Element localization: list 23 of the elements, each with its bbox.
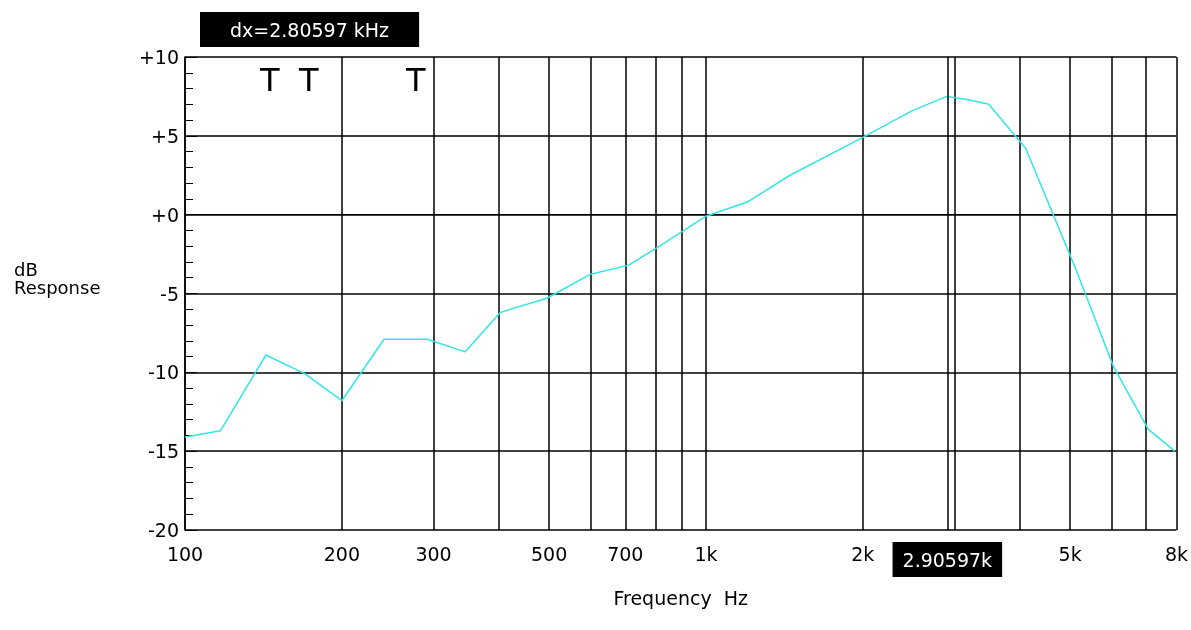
y-tick-label: -15 <box>147 440 179 463</box>
x-tick-label: 500 <box>531 542 568 565</box>
text: dx=2.80597 kHz <box>230 18 390 41</box>
y-tick-label: -5 <box>160 282 179 305</box>
x-tick-label: 1k <box>694 542 718 565</box>
y-tick-label: -10 <box>147 361 179 384</box>
y-axis-title: dB Response <box>14 258 101 298</box>
annotation: T <box>405 61 426 99</box>
x-tick-label: 700 <box>607 542 644 565</box>
x-tick-label: 100 <box>166 542 204 565</box>
y-tick-label: +10 <box>138 46 179 68</box>
y-tick-label: -20 <box>147 519 179 541</box>
annotation: T <box>298 61 319 99</box>
y-tick-label: +5 <box>150 124 179 147</box>
x-tick-label: 200 <box>323 542 360 565</box>
x-tick-label: 300 <box>415 542 452 565</box>
ref-line-label: 2.90597k <box>902 548 993 571</box>
y-tick-label: +0 <box>150 203 179 226</box>
x-tick-label: 5k <box>1058 542 1082 565</box>
x-tick-label: 8k <box>1164 542 1188 565</box>
x-axis-title: Frequency Hz <box>613 586 748 609</box>
annotation: T <box>259 61 280 99</box>
x-tick-label: 2k <box>851 542 875 565</box>
